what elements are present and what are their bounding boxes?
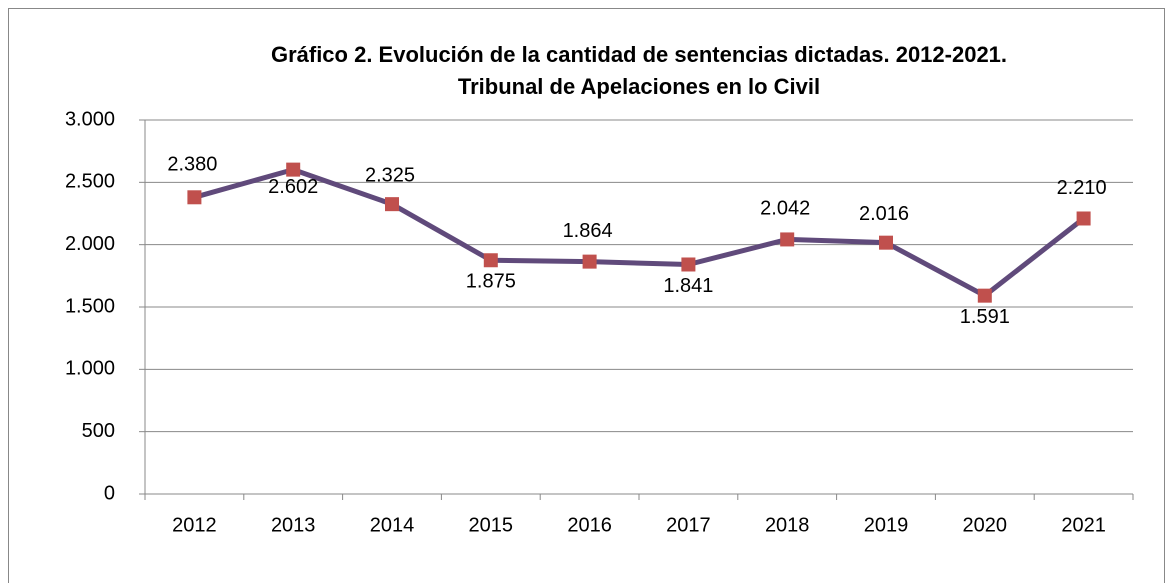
x-tick-label: 2015 <box>469 514 514 536</box>
marker <box>286 162 301 177</box>
x-tick-label: 2013 <box>271 514 316 536</box>
marker <box>385 197 399 212</box>
x-tick-label: 2018 <box>765 514 810 536</box>
y-tick-label: 2.000 <box>65 233 115 255</box>
x-tick-label: 2012 <box>172 514 217 536</box>
data-label: 1.864 <box>563 220 613 242</box>
marker <box>879 235 893 250</box>
marker <box>483 253 498 268</box>
chart-title: Gráfico 2. Evolución de la cantidad de s… <box>271 42 1007 67</box>
data-label: 2.042 <box>760 198 810 220</box>
x-tick-label: 2014 <box>370 514 415 536</box>
x-tick-label: 2019 <box>864 514 909 536</box>
data-label: 1.875 <box>466 271 516 293</box>
data-label: 2.016 <box>859 203 909 225</box>
marker <box>1076 211 1091 226</box>
data-label: 2.380 <box>167 154 217 176</box>
y-tick-label: 1.500 <box>65 295 115 317</box>
x-tick-label: 2016 <box>567 514 612 536</box>
x-tick-label: 2020 <box>963 514 1008 536</box>
y-tick-label: 3.000 <box>65 108 115 130</box>
y-tick-label: 1.000 <box>65 358 115 380</box>
x-tick-label: 2017 <box>666 514 711 536</box>
chart-title: Tribunal de Apelaciones en lo Civil <box>458 74 820 99</box>
data-label: 1.591 <box>960 306 1010 328</box>
data-label: 2.210 <box>1057 177 1107 199</box>
marker <box>977 288 992 303</box>
marker <box>582 254 597 269</box>
y-tick-label: 0 <box>104 482 115 504</box>
data-label: 1.841 <box>663 275 713 297</box>
chart-frame <box>8 8 1165 583</box>
marker <box>187 190 202 205</box>
data-label: 2.325 <box>365 164 415 186</box>
series-line <box>193 167 1086 299</box>
data-label: 2.602 <box>268 176 318 198</box>
marker <box>780 232 795 247</box>
y-tick-label: 2.500 <box>65 171 115 193</box>
x-tick-label: 2021 <box>1061 514 1106 536</box>
y-tick-label: 500 <box>82 420 115 442</box>
marker <box>681 257 696 272</box>
